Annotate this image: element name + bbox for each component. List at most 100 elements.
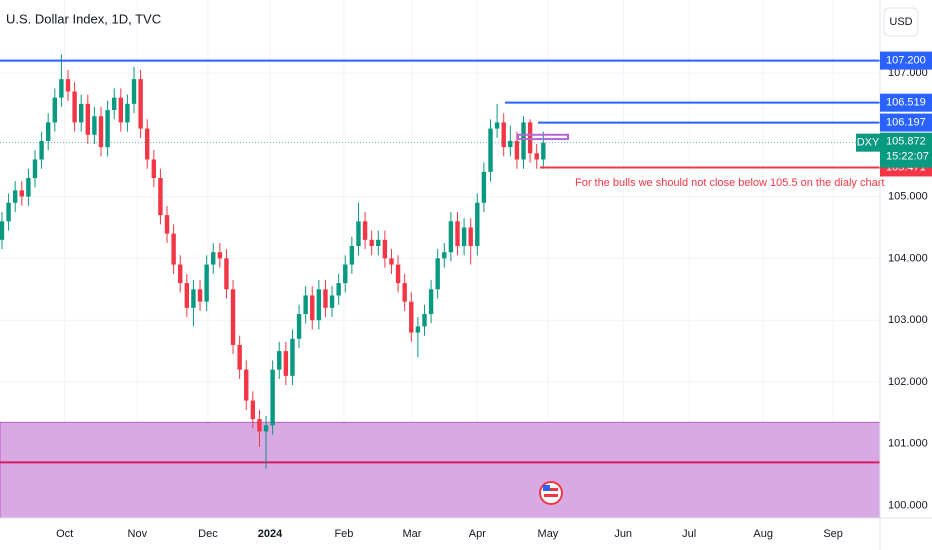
y-tick-label: 100.000 — [888, 500, 928, 512]
candle-body — [514, 140, 520, 160]
candle-body — [448, 221, 454, 253]
candle-body — [250, 400, 256, 420]
candle-body — [422, 314, 427, 327]
x-tick-label: Nov — [128, 528, 148, 540]
candle-body — [303, 295, 308, 315]
level-price-box — [880, 113, 932, 132]
y-tick-label: 101.000 — [888, 438, 928, 450]
candle-body — [382, 239, 388, 259]
box — [517, 133, 569, 141]
candle-body — [316, 289, 322, 321]
symbol-tag — [856, 133, 880, 152]
candle-body — [534, 153, 539, 160]
candle-body — [442, 252, 447, 259]
x-tick-label: 2024 — [258, 528, 283, 540]
candle-body — [112, 97, 117, 111]
candle-body — [171, 233, 176, 265]
candle-body — [409, 301, 414, 333]
candle-body — [145, 128, 150, 160]
candle-body — [85, 103, 91, 135]
candle-body — [428, 289, 434, 315]
chart-title: U.S. Dollar Index, 1D, TVC — [6, 11, 161, 26]
candle-body — [283, 351, 289, 376]
candle-body — [52, 97, 57, 123]
x-tick-label: Dec — [198, 528, 218, 540]
candle-body — [541, 142, 546, 160]
candle-body — [45, 122, 51, 141]
candle-body — [39, 140, 44, 160]
level-price-box — [880, 93, 932, 112]
candle-body — [131, 79, 137, 104]
candle-body — [336, 283, 341, 296]
countdown-label: 15:22:07 — [886, 151, 929, 163]
candle-body — [501, 122, 506, 148]
last-price-box — [880, 132, 932, 168]
candle-body — [6, 202, 11, 222]
flag-canton — [543, 485, 550, 491]
candle-body — [138, 79, 143, 129]
candle-body — [237, 344, 242, 370]
candle-body — [343, 264, 348, 284]
candle-body — [197, 289, 203, 302]
candle-body — [263, 425, 269, 432]
candle-body — [323, 289, 328, 308]
candle-body — [310, 295, 315, 321]
flag-stripe — [544, 494, 558, 497]
currency-label[interactable]: USD — [889, 16, 912, 28]
flag-icon — [539, 481, 563, 505]
candle-body — [508, 140, 513, 148]
candle-body — [65, 79, 71, 92]
candle-body — [105, 110, 110, 148]
candle-body — [481, 171, 487, 203]
symbol-label: DXY — [857, 137, 880, 149]
candle-body — [191, 289, 196, 308]
candle-layer — [0, 54, 546, 469]
y-tick-label: 104.000 — [888, 252, 928, 264]
candle-body — [26, 178, 31, 197]
candle-body — [125, 103, 130, 123]
candle-body — [230, 289, 236, 345]
candle-body — [0, 221, 5, 240]
flag-stripe — [544, 488, 558, 491]
x-tick-label: Mar — [402, 528, 421, 540]
level-price-label: 106.197 — [886, 116, 926, 128]
candle-body — [494, 122, 500, 129]
x-tick-label: Aug — [753, 528, 773, 540]
candle-body — [270, 369, 275, 426]
candle-body — [178, 264, 183, 284]
candle-body — [12, 190, 18, 203]
candle-body — [461, 227, 467, 247]
overlay-layer: For the bulls we should not close below … — [0, 59, 884, 189]
candle-body — [98, 116, 104, 148]
y-tick-label: 105.000 — [888, 190, 928, 202]
candle-body — [468, 227, 473, 247]
x-tick-label: Apr — [469, 528, 486, 540]
candle-body — [415, 326, 421, 333]
candle-body — [79, 103, 84, 123]
candle-body — [211, 252, 216, 265]
annotation: For the bulls we should not close below … — [575, 177, 884, 189]
zone — [0, 421, 881, 519]
candle-body — [92, 116, 97, 135]
currency-button[interactable] — [883, 7, 919, 37]
candle-body — [164, 215, 170, 234]
candle-body — [376, 239, 381, 247]
candle-body — [151, 159, 157, 179]
y-tick-label: 102.000 — [888, 376, 928, 388]
candle-body — [19, 190, 24, 197]
candle-body — [184, 283, 190, 308]
level-price-label: 106.519 — [886, 97, 926, 109]
candle-body — [244, 369, 249, 401]
candle-body — [389, 258, 394, 265]
x-tick-label: Feb — [334, 528, 353, 540]
x-tick-label: Jun — [614, 528, 632, 540]
candle-body — [277, 351, 282, 370]
candle-body — [224, 258, 229, 290]
candle-body — [527, 122, 533, 154]
last-price-label: 105.872 — [886, 136, 926, 148]
x-tick-label: Oct — [56, 528, 73, 540]
level-price-label: 107.200 — [886, 54, 926, 66]
y-tick-label: 103.000 — [888, 314, 928, 326]
candle-body — [290, 338, 295, 376]
level-price-box — [880, 51, 932, 70]
